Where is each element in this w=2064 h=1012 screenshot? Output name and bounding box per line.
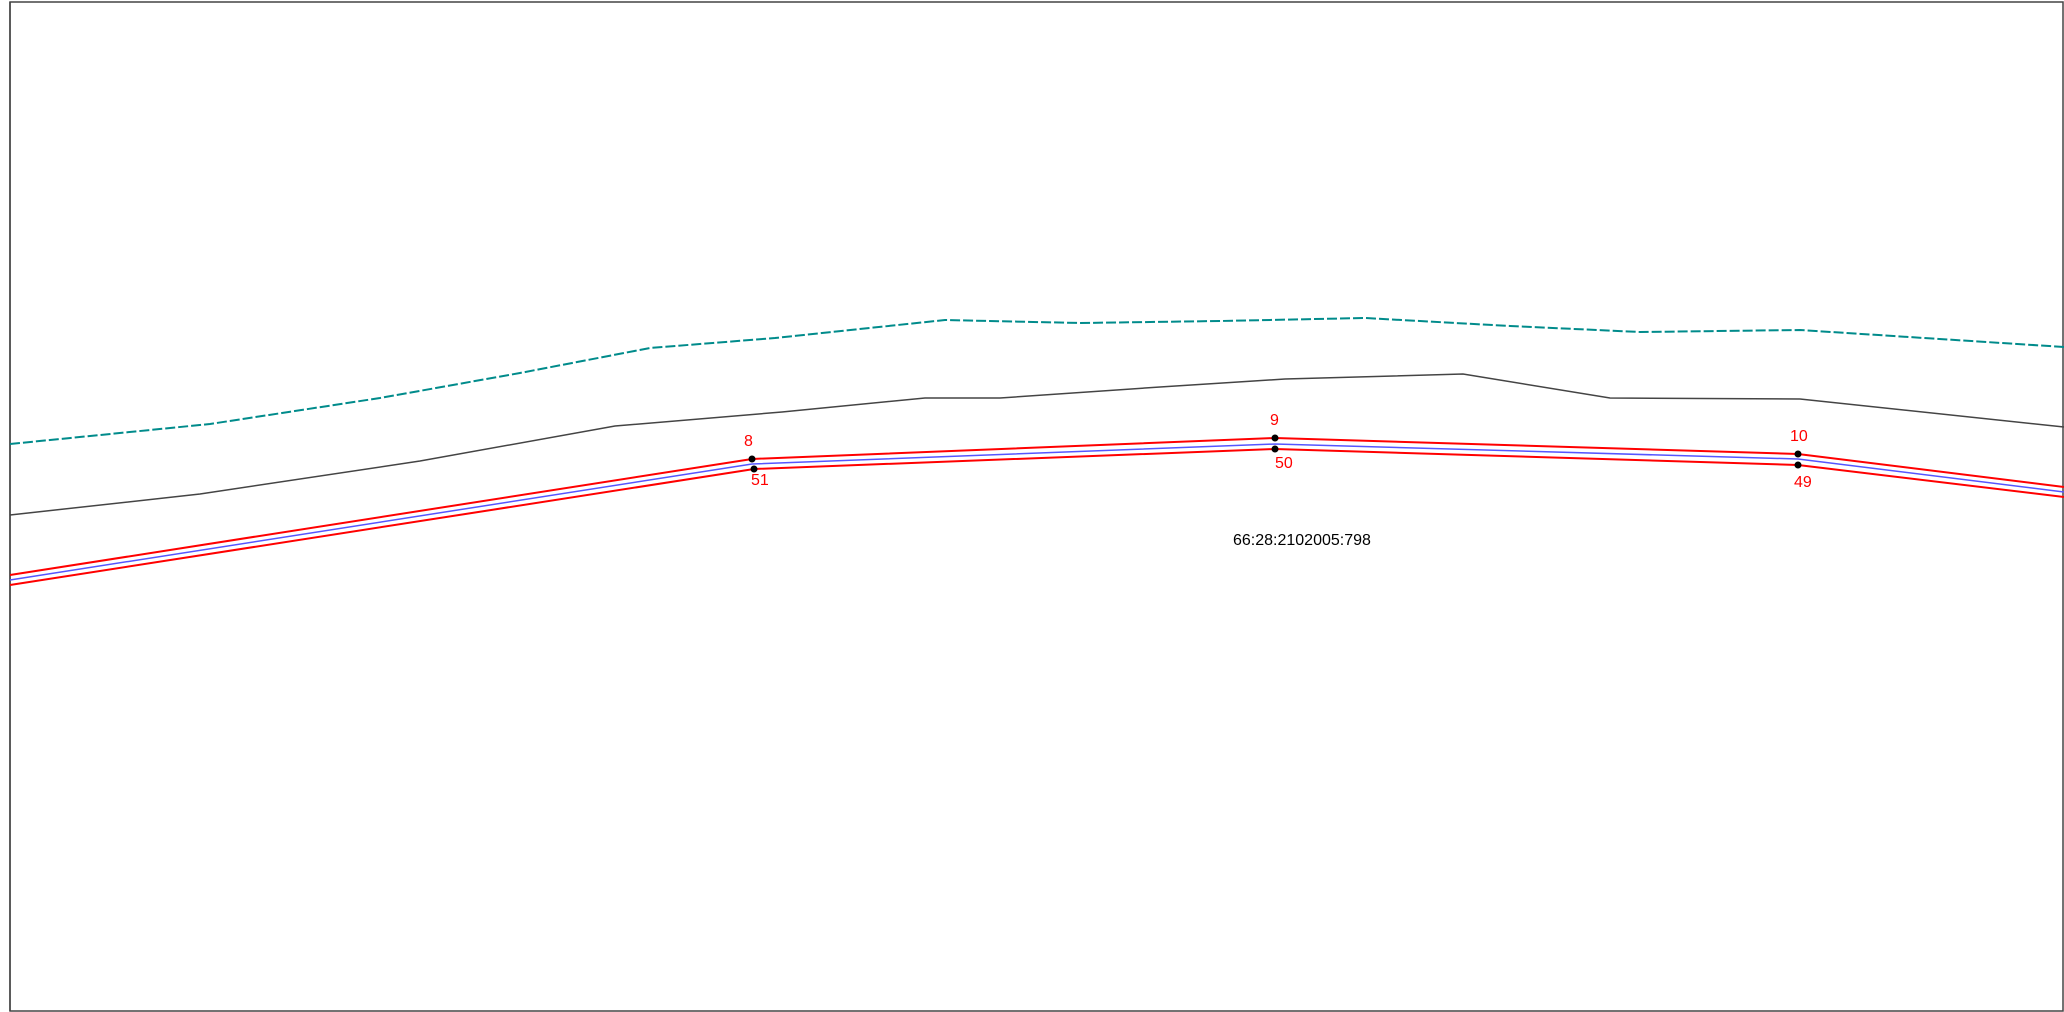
vertex-point-9[interactable] (1271, 434, 1279, 442)
reference-line (9, 373, 2064, 516)
point-label-9: 9 (1270, 412, 1279, 429)
point-label-49: 49 (1794, 474, 1812, 491)
parcel-cadastral-number: 66:28:2102005:798 (1233, 532, 1371, 549)
point-label-50: 50 (1275, 455, 1293, 472)
vertex-point-8[interactable] (748, 455, 756, 463)
vertex-point-10[interactable] (1794, 450, 1802, 458)
point-label-8: 8 (744, 433, 753, 450)
water-boundary-line (9, 316, 2064, 445)
vertex-point-51[interactable] (750, 465, 758, 473)
parcel-boundary-lower (9, 447, 2064, 586)
point-label-10: 10 (1790, 428, 1808, 445)
map-frame-border (9, 1, 2064, 1012)
parcel-centerline (9, 443, 2064, 581)
vertex-point-50[interactable] (1271, 445, 1279, 453)
point-label-51: 51 (751, 472, 769, 489)
vertex-point-49[interactable] (1794, 461, 1802, 469)
